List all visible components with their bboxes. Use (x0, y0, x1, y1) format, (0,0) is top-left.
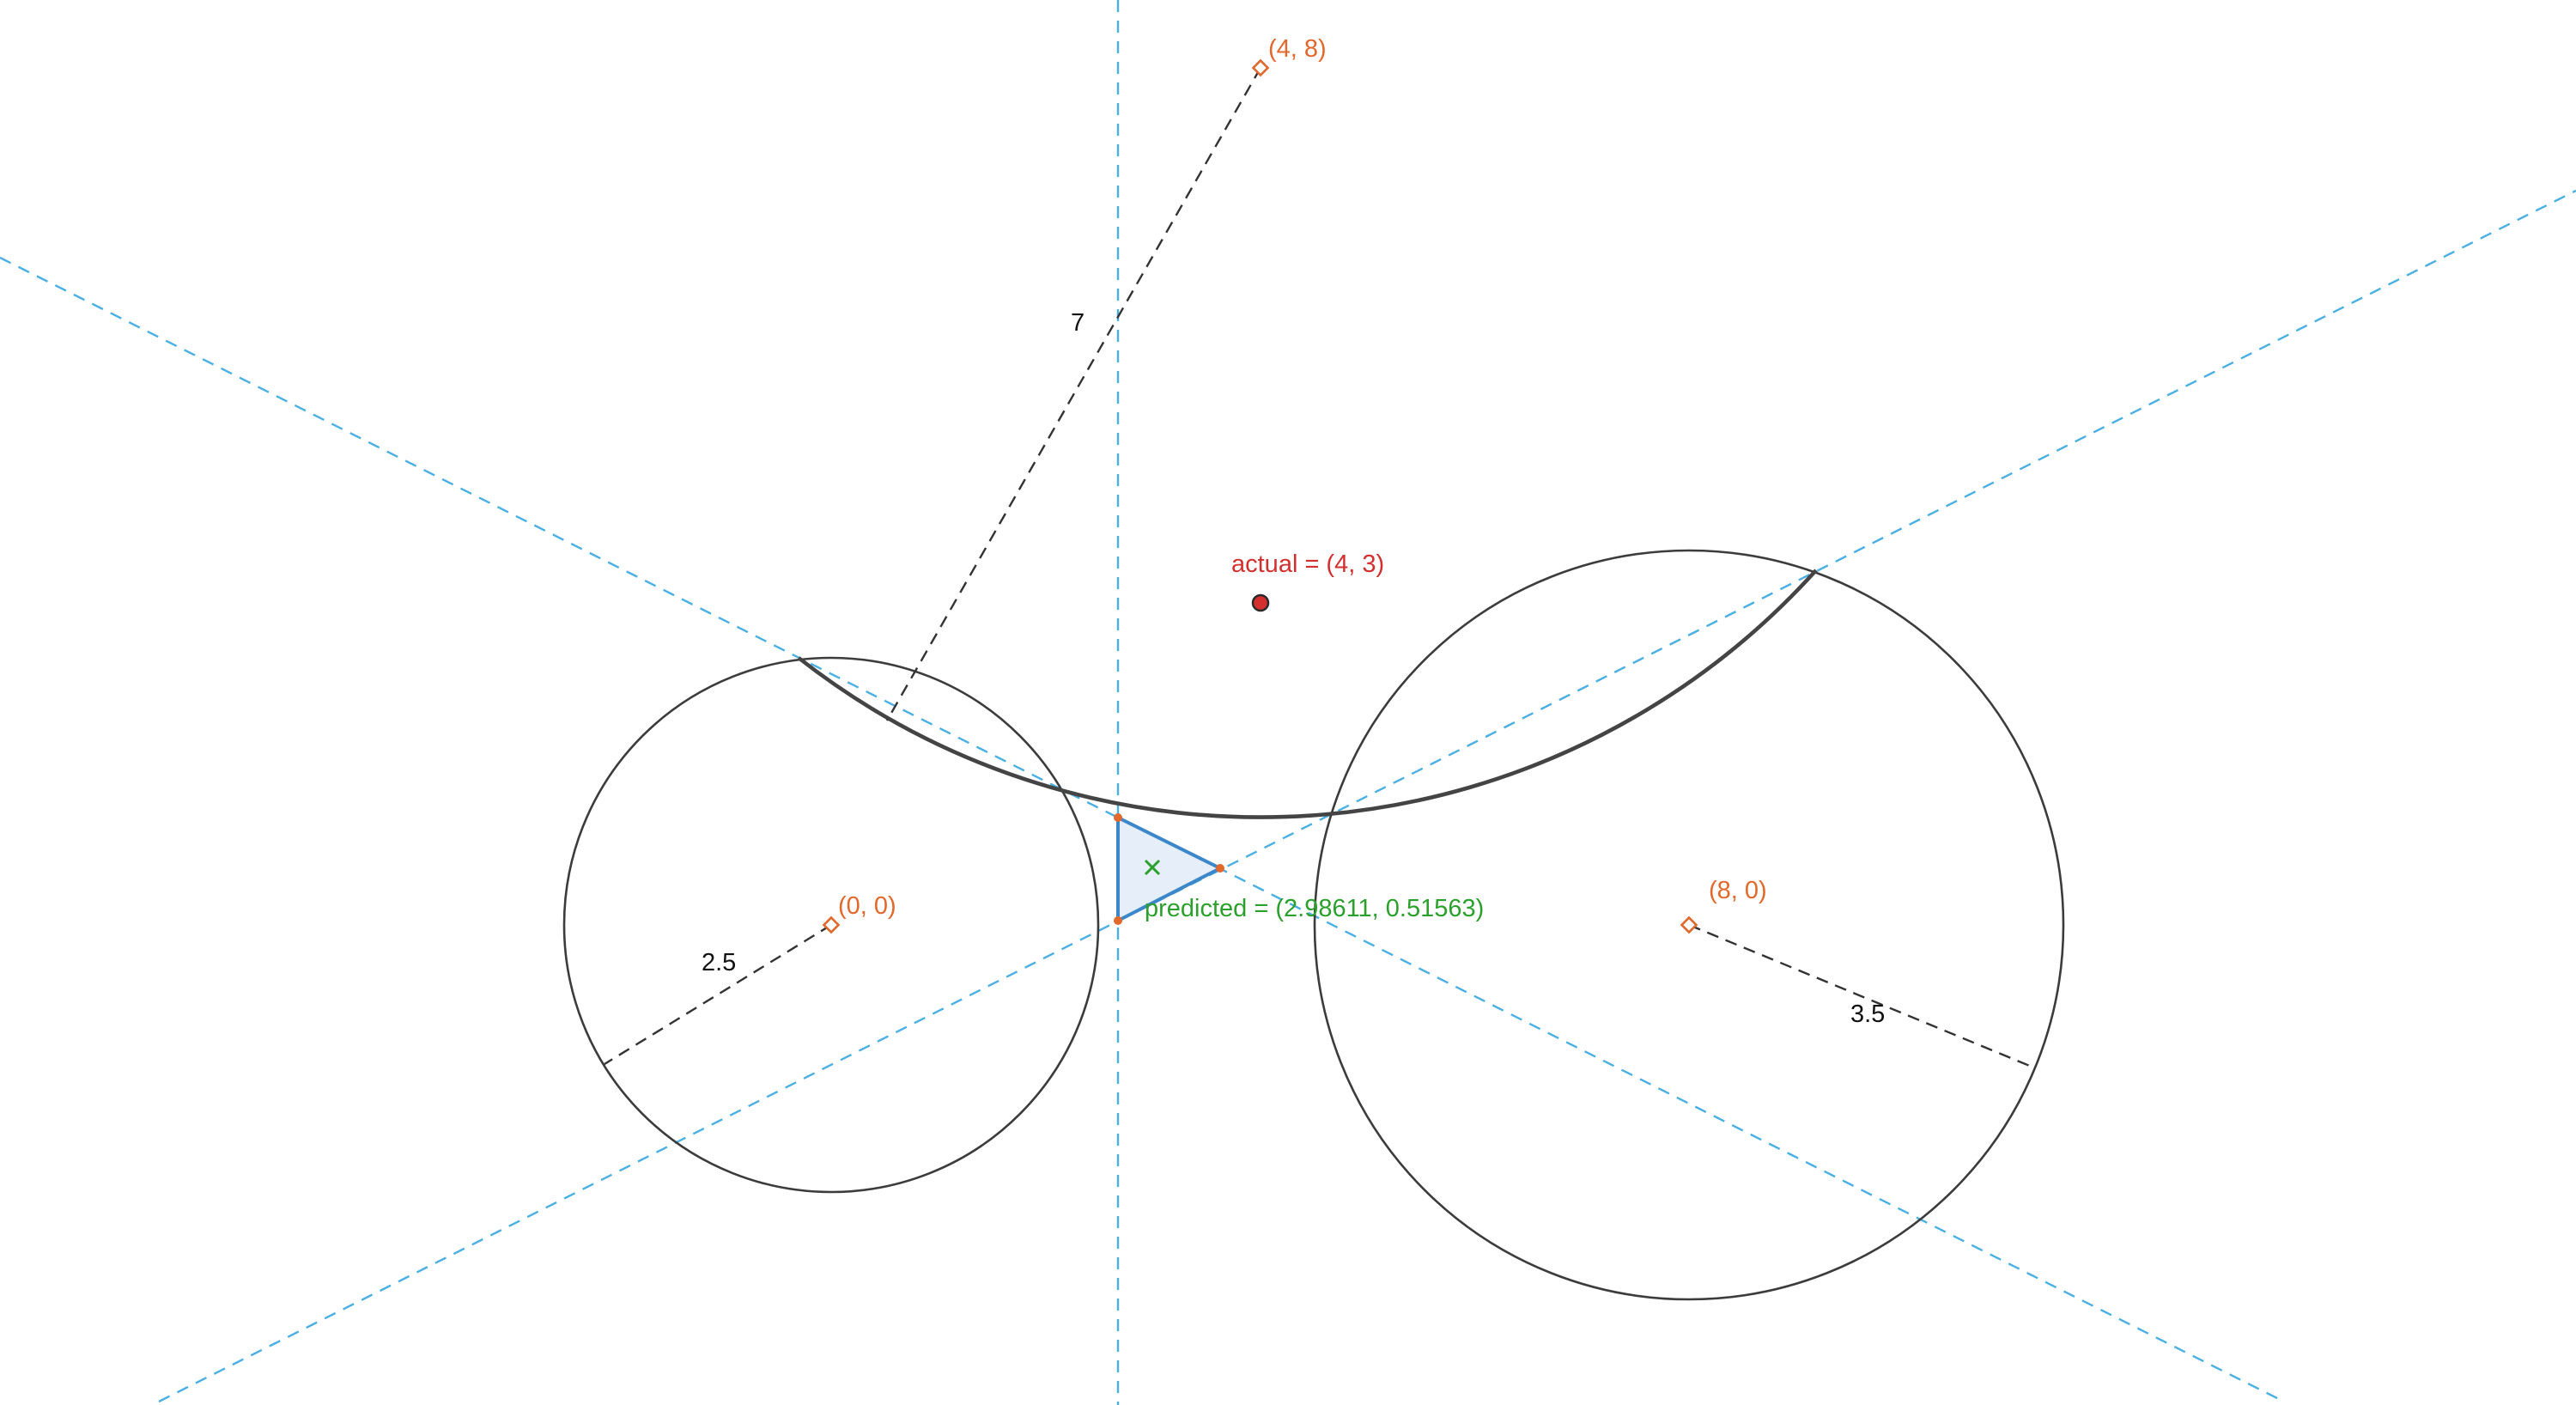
diamond-icon (822, 915, 841, 934)
radius-line-right (1688, 923, 2032, 1068)
radius-line-top (885, 67, 1262, 721)
anchor-label-right: (8, 0) (1709, 877, 1767, 904)
guide-line-ascending (158, 189, 2576, 1403)
range-circle-right (1313, 549, 2065, 1301)
region-vertex-bottom (1114, 916, 1122, 925)
diamond-icon (1680, 915, 1698, 934)
region-vertex-top (1114, 813, 1122, 822)
anchor-label-top: (4, 8) (1268, 35, 1327, 63)
distance-label-top: 7 (1071, 309, 1084, 337)
anchor-label-left: (0, 0) (838, 892, 896, 920)
range-arc-top (797, 569, 1818, 819)
distance-label-left: 2.5 (702, 949, 736, 976)
distance-label-right: 3.5 (1850, 1001, 1885, 1028)
guide-line-descending (0, 256, 2285, 1403)
region-vertex-right (1216, 864, 1224, 873)
predicted-label: predicted = (2.98611, 0.51563) (1145, 895, 1484, 922)
actual-label: actual = (4, 3) (1231, 550, 1384, 578)
diamond-icon (1251, 58, 1270, 77)
cross-icon (1144, 859, 1161, 876)
filled-dot-icon (1251, 593, 1270, 612)
range-circle-left (562, 656, 1100, 1194)
intersection-region (1116, 814, 1224, 924)
radius-line-left (604, 923, 832, 1066)
